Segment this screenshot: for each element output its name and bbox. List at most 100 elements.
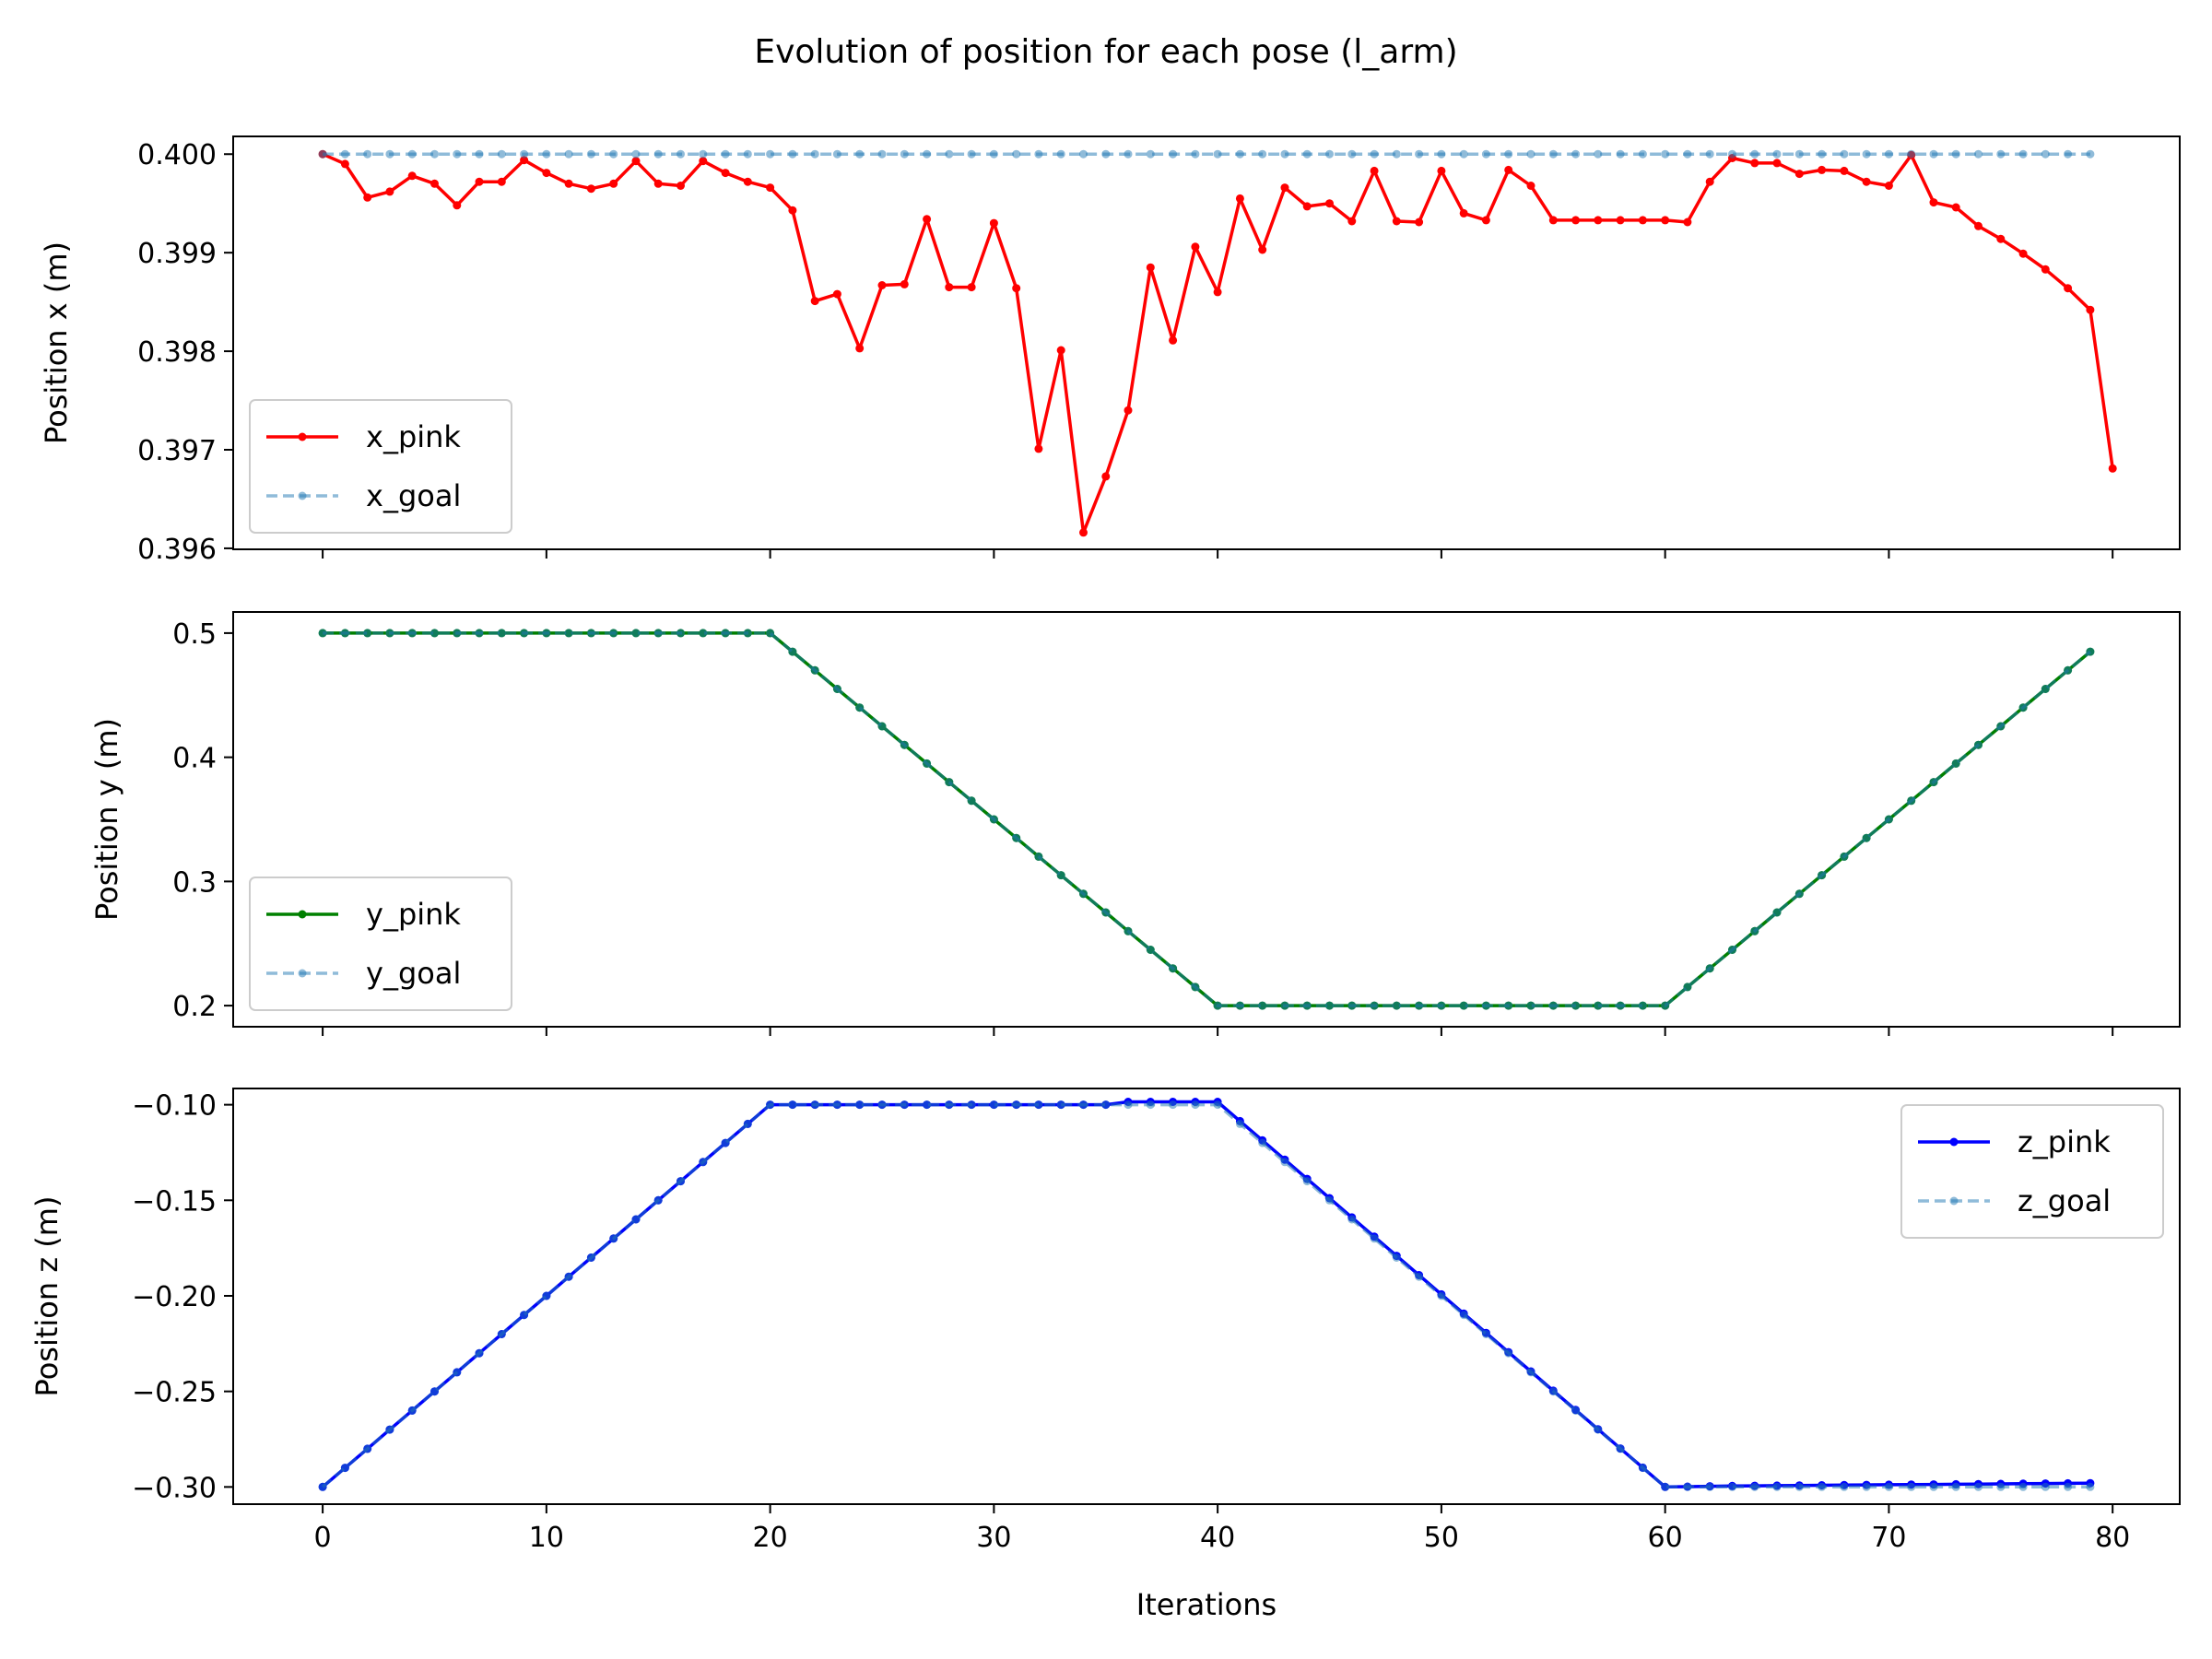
data-point-z_goal-4 xyxy=(407,1406,417,1415)
data-point-y_goal-49 xyxy=(1415,1001,1424,1010)
data-point-x_goal-5 xyxy=(430,149,439,159)
data-point-z_goal-33 xyxy=(1056,1100,1065,1110)
data-point-y_goal-78 xyxy=(2064,665,2073,675)
data-point-y_goal-38 xyxy=(1169,964,1178,973)
data-point-x_goal-4 xyxy=(407,149,417,159)
data-point-y_goal-65 xyxy=(1772,908,1782,917)
data-point-z_goal-35 xyxy=(1101,1100,1111,1110)
data-point-z_goal-61 xyxy=(1683,1482,1692,1491)
data-point-z_goal-17 xyxy=(699,1158,708,1167)
data-point-z_goal-36 xyxy=(1124,1100,1133,1110)
series-x_goal xyxy=(318,149,2095,159)
y-tick-label-x-2: 0.398 xyxy=(137,336,217,369)
data-point-z_goal-74 xyxy=(1974,1482,1983,1491)
data-point-y_goal-22 xyxy=(810,665,819,675)
data-point-x_pink-12 xyxy=(586,184,595,194)
data-point-y_goal-39 xyxy=(1191,982,1200,992)
data-point-y_goal-28 xyxy=(945,778,954,787)
y-axis-label-y: Position y (m) xyxy=(89,718,124,921)
data-point-z_goal-55 xyxy=(1548,1387,1558,1396)
data-point-y_goal-60 xyxy=(1661,1001,1670,1010)
data-point-z_goal-23 xyxy=(832,1100,841,1110)
data-point-y_goal-73 xyxy=(1951,759,1960,768)
data-point-y_goal-62 xyxy=(1705,964,1714,973)
data-point-x_pink-38 xyxy=(1169,335,1178,345)
data-point-y_goal-51 xyxy=(1459,1001,1468,1010)
subplots: 0.396 0.397 0.398 0.399 0.400 Position x (m) x… xyxy=(29,135,2181,1622)
data-point-x_goal-2 xyxy=(363,149,372,159)
y-axis-label-x: Position x (m) xyxy=(39,241,74,444)
legend-marker-y_goal xyxy=(298,969,307,978)
data-point-z_goal-54 xyxy=(1526,1368,1535,1377)
data-point-x_pink-18 xyxy=(721,169,730,178)
y-tick-label-z-4: −0.10 xyxy=(132,1090,217,1123)
data-point-x_goal-12 xyxy=(586,149,595,159)
data-point-y_goal-55 xyxy=(1548,1001,1558,1010)
data-point-z_goal-14 xyxy=(631,1215,641,1224)
legend-marker-z_pink xyxy=(1949,1137,1959,1147)
y-tick-label-x-0: 0.396 xyxy=(137,534,217,566)
data-point-y_goal-29 xyxy=(967,796,976,806)
data-point-x_goal-73 xyxy=(1951,149,1960,159)
data-point-x_goal-58 xyxy=(1616,149,1625,159)
data-point-x_pink-5 xyxy=(430,179,439,188)
data-point-z_goal-60 xyxy=(1661,1482,1670,1491)
data-point-y_goal-19 xyxy=(743,629,752,638)
data-point-z_goal-28 xyxy=(945,1100,954,1110)
data-point-x_pink-4 xyxy=(407,171,417,181)
data-point-z_goal-27 xyxy=(923,1100,932,1110)
data-point-z_goal-0 xyxy=(318,1482,327,1491)
data-point-y_goal-58 xyxy=(1616,1001,1625,1010)
data-point-y_goal-63 xyxy=(1728,946,1736,954)
data-point-x_pink-27 xyxy=(923,215,932,224)
data-point-z_goal-15 xyxy=(653,1195,663,1205)
data-point-y_goal-7 xyxy=(475,629,484,638)
data-point-y_goal-79 xyxy=(2086,647,2095,656)
data-point-z_goal-64 xyxy=(1750,1482,1759,1491)
data-point-x_pink-1 xyxy=(340,159,349,169)
data-point-x_goal-30 xyxy=(989,149,998,159)
data-point-y_goal-40 xyxy=(1213,1001,1222,1010)
legend-box-y xyxy=(249,877,512,1011)
data-point-z_goal-50 xyxy=(1437,1291,1446,1300)
data-point-z_goal-77 xyxy=(2041,1482,2050,1491)
data-point-z_goal-42 xyxy=(1258,1138,1267,1147)
x-tick-label-40: 40 xyxy=(1200,1522,1235,1554)
data-point-x_pink-68 xyxy=(1840,166,1849,175)
data-point-x_pink-26 xyxy=(900,279,909,288)
data-point-z_goal-31 xyxy=(1012,1100,1021,1110)
data-point-x_goal-68 xyxy=(1840,149,1849,159)
data-point-z_goal-20 xyxy=(766,1100,775,1110)
data-point-x_goal-35 xyxy=(1101,149,1111,159)
data-point-x_goal-36 xyxy=(1124,149,1133,159)
data-point-z_goal-45 xyxy=(1325,1195,1334,1205)
data-point-z_goal-78 xyxy=(2064,1482,2073,1491)
y-tick-label-z-1: −0.25 xyxy=(132,1377,217,1409)
plot-area-y xyxy=(233,612,2180,1027)
data-point-y_goal-70 xyxy=(1884,815,1893,824)
data-point-x_pink-64 xyxy=(1750,159,1759,168)
data-point-z_goal-71 xyxy=(1907,1482,1916,1491)
data-point-y_goal-31 xyxy=(1012,833,1021,842)
data-point-z_goal-29 xyxy=(967,1100,976,1110)
data-point-y_goal-69 xyxy=(1862,833,1871,842)
data-point-x_pink-43 xyxy=(1280,183,1289,193)
data-point-x_goal-29 xyxy=(967,149,976,159)
data-point-x_goal-38 xyxy=(1169,149,1178,159)
data-point-x_goal-41 xyxy=(1235,149,1244,159)
data-point-x_pink-61 xyxy=(1683,218,1692,227)
x-tick-label-80: 80 xyxy=(2095,1522,2130,1554)
data-point-x_goal-34 xyxy=(1079,149,1088,159)
data-point-y_goal-57 xyxy=(1594,1001,1603,1010)
data-point-x_pink-54 xyxy=(1526,182,1535,190)
data-point-z_goal-1 xyxy=(340,1464,349,1473)
data-point-x_goal-8 xyxy=(497,149,506,159)
data-point-y_goal-56 xyxy=(1571,1001,1581,1010)
data-point-x_pink-57 xyxy=(1594,216,1603,225)
data-point-x_goal-78 xyxy=(2064,149,2073,159)
data-point-x_goal-10 xyxy=(542,149,551,159)
data-point-x_goal-47 xyxy=(1370,149,1379,159)
data-point-z_goal-3 xyxy=(385,1425,394,1434)
data-point-x_pink-47 xyxy=(1370,166,1379,175)
data-point-z_goal-62 xyxy=(1705,1482,1714,1491)
